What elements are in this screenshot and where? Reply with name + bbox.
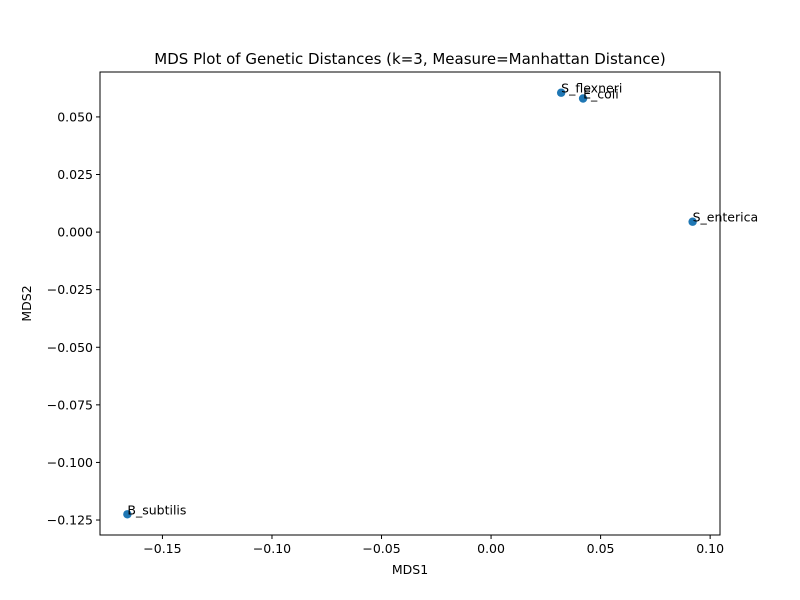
x-axis-title: MDS1 (392, 562, 428, 577)
plot-frame (99, 71, 721, 536)
data-point (556, 88, 566, 97)
point-label: S_enterica (693, 210, 759, 225)
y-tick-label: 0.025 (57, 167, 93, 182)
y-tick-label: 0.050 (57, 109, 93, 124)
y-tick-label: −0.100 (47, 455, 93, 470)
y-axis-title: MDS2 (19, 285, 34, 321)
y-tick-label: −0.050 (47, 340, 93, 355)
y-tick-label: 0.000 (57, 225, 93, 240)
x-tick-label: 0.00 (477, 541, 505, 556)
x-tick-label: −0.10 (253, 541, 291, 556)
point-label: E_coli (583, 86, 619, 101)
x-axis: −0.15 −0.10 −0.05 0.00 0.05 0.10 (143, 535, 724, 556)
y-tick-label: −0.075 (47, 397, 93, 412)
x-tick-label: −0.05 (362, 541, 400, 556)
point-label: S_flexneri (561, 81, 622, 96)
x-tick-label: 0.10 (696, 541, 724, 556)
y-axis: 0.050 0.025 0.000 −0.025 −0.050 −0.075 −0.100 −… (47, 109, 100, 528)
point-label: B_subtilis (127, 502, 186, 517)
data-point (123, 510, 132, 519)
y-tick-label: −0.025 (47, 282, 93, 297)
data-point (688, 217, 697, 226)
chart-title: MDS Plot of Genetic Distances (k=3, Meas… (154, 50, 665, 68)
y-tick-label: −0.125 (47, 513, 93, 528)
x-tick-label: −0.15 (143, 541, 181, 556)
x-tick-label: 0.05 (587, 541, 615, 556)
data-point (578, 94, 588, 103)
